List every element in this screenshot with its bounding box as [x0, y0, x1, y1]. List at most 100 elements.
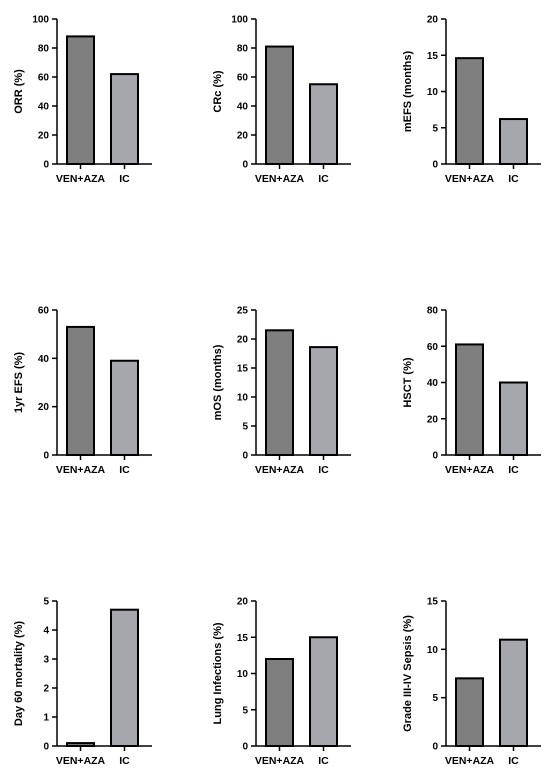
x-category-label: IC: [119, 755, 130, 767]
y-tick-label: 20: [237, 131, 249, 142]
x-category-label: VEN+AZA: [445, 464, 495, 476]
y-axis-label: Day 60 mortality (%): [13, 621, 25, 726]
y-tick-label: 40: [427, 378, 439, 389]
bar-ven-aza: [265, 45, 294, 165]
y-tick-label: 100: [231, 15, 248, 26]
y-tick-label: 0: [242, 451, 248, 462]
y-tick-label: 5: [242, 705, 248, 716]
y-tick-label: 0: [242, 160, 248, 171]
y-tick-label: 20: [237, 335, 249, 346]
y-tick-label: 40: [38, 354, 50, 365]
chart-panel-5: 0 5 10 15 20 25 VEN+AZA IC mOS (months): [212, 306, 351, 476]
x-category-label: IC: [119, 464, 130, 476]
x-category-label: IC: [508, 173, 519, 185]
bar-ic: [309, 83, 338, 165]
y-tick-label: 20: [237, 597, 249, 608]
y-tick-label: 5: [43, 597, 49, 608]
y-axis-label: CRc (%): [212, 70, 224, 113]
y-axis-label: HSCT (%): [402, 357, 414, 407]
x-category-label: VEN+AZA: [255, 173, 305, 185]
y-tick-label: 5: [432, 123, 438, 134]
y-axis-label: mOS (months): [212, 344, 224, 420]
y-axis-label: ORR (%): [13, 69, 25, 114]
bar-ven-aza: [66, 325, 95, 456]
x-category-label: IC: [508, 755, 519, 767]
x-category-label: VEN+AZA: [445, 755, 495, 767]
bar-ven-aza: [455, 343, 484, 456]
y-tick-label: 0: [242, 742, 248, 753]
y-tick-label: 25: [237, 306, 249, 317]
y-tick-label: 80: [427, 306, 439, 317]
y-tick-label: 10: [427, 645, 439, 656]
bar-ic: [309, 636, 338, 747]
y-tick-label: 40: [38, 102, 50, 113]
y-tick-label: 10: [237, 669, 249, 680]
bar-ven-aza: [265, 329, 294, 456]
bar-ic: [110, 608, 139, 748]
y-tick-label: 20: [427, 414, 439, 425]
x-category-label: VEN+AZA: [56, 755, 106, 767]
y-tick-label: 10: [427, 87, 439, 98]
y-tick-label: 60: [237, 73, 249, 84]
y-tick-label: 0: [43, 451, 49, 462]
y-tick-label: 5: [432, 693, 438, 704]
y-axis-label: mEFS (months): [402, 51, 414, 133]
y-tick-label: 60: [38, 306, 50, 317]
y-tick-label: 80: [237, 44, 249, 55]
x-category-label: IC: [318, 464, 329, 476]
bar-ic: [499, 638, 528, 748]
bar-ic: [110, 359, 139, 456]
y-axis-label: Lung Infections (%): [212, 622, 224, 724]
y-tick-label: 60: [427, 342, 439, 353]
y-tick-label: 20: [427, 15, 439, 26]
chart-panel-4: 0 20 40 60 VEN+AZA IC 1yr EFS (%): [13, 306, 152, 476]
chart-panel-3: 0 5 10 15 20 VEN+AZA IC mEFS (months): [402, 15, 541, 185]
y-tick-label: 20: [38, 402, 50, 413]
y-tick-label: 1: [43, 713, 49, 724]
x-category-label: IC: [318, 755, 329, 767]
x-category-label: VEN+AZA: [255, 464, 305, 476]
y-tick-label: 5: [242, 422, 248, 433]
y-tick-label: 20: [38, 131, 50, 142]
bar-ven-aza: [265, 658, 294, 747]
x-category-label: IC: [508, 464, 519, 476]
x-category-label: VEN+AZA: [56, 464, 106, 476]
y-tick-label: 2: [43, 684, 49, 695]
y-tick-label: 0: [432, 451, 438, 462]
x-category-label: IC: [119, 173, 130, 185]
y-tick-label: 100: [32, 15, 49, 26]
y-tick-label: 15: [427, 51, 439, 62]
y-axis-label: 1yr EFS (%): [13, 352, 25, 413]
y-tick-label: 40: [237, 102, 249, 113]
bar-ven-aza: [66, 35, 95, 165]
bar-ven-aza: [455, 677, 484, 747]
chart-panel-8: 0 5 10 15 20 VEN+AZA IC Lung Infections (%): [212, 597, 351, 767]
y-tick-label: 0: [432, 742, 438, 753]
chart-panel-6: 0 20 40 60 80 VEN+AZA IC HSCT (%): [402, 306, 541, 476]
bar-ven-aza: [455, 57, 484, 165]
y-tick-label: 60: [38, 73, 50, 84]
y-tick-label: 15: [237, 633, 249, 644]
x-category-label: VEN+AZA: [445, 173, 495, 185]
y-axis-label: Grade III-IV Sepsis (%): [402, 615, 414, 732]
x-category-label: IC: [318, 173, 329, 185]
y-tick-label: 4: [43, 626, 49, 637]
chart-panel-2: 0 20 40 60 80 100 VEN+AZA IC CRc (%): [212, 15, 351, 185]
y-tick-label: 3: [43, 655, 49, 666]
y-tick-label: 15: [427, 597, 439, 608]
y-tick-label: 0: [432, 160, 438, 171]
y-tick-label: 10: [237, 393, 249, 404]
y-tick-label: 80: [38, 44, 50, 55]
bar-ic: [309, 346, 338, 456]
x-category-label: VEN+AZA: [56, 173, 106, 185]
x-category-label: VEN+AZA: [255, 755, 305, 767]
y-tick-label: 0: [43, 742, 49, 753]
bar-ic: [499, 381, 528, 456]
bar-ic: [110, 73, 139, 165]
bar-ic: [499, 118, 528, 166]
y-tick-label: 0: [43, 160, 49, 171]
chart-panel-1: 0 20 40 60 80 100 VEN+AZA IC ORR (%): [13, 15, 152, 185]
chart-panel-9: 0 5 10 15 VEN+AZA IC Grade III-IV Sepsis (%): [402, 597, 541, 767]
y-tick-label: 15: [237, 364, 249, 375]
